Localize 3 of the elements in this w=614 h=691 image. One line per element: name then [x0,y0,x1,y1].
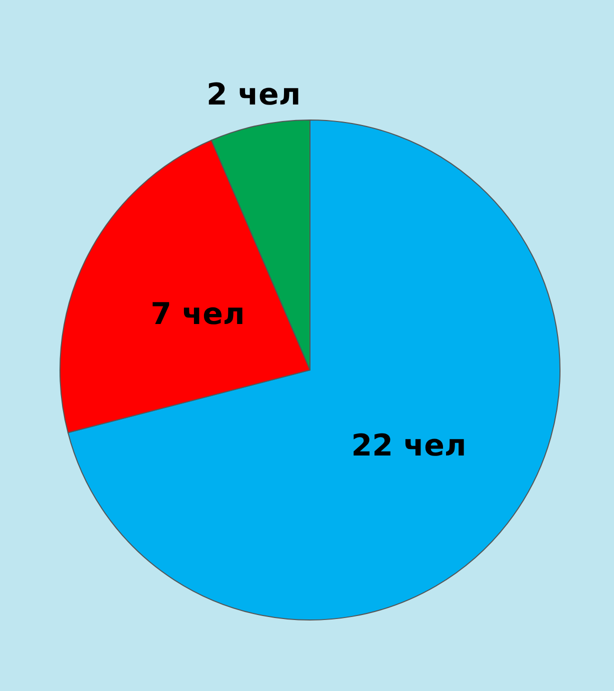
data-label: 7 чел [150,296,245,332]
data-label: 22 чел [351,428,466,464]
data-label: 2 чел [206,78,301,113]
